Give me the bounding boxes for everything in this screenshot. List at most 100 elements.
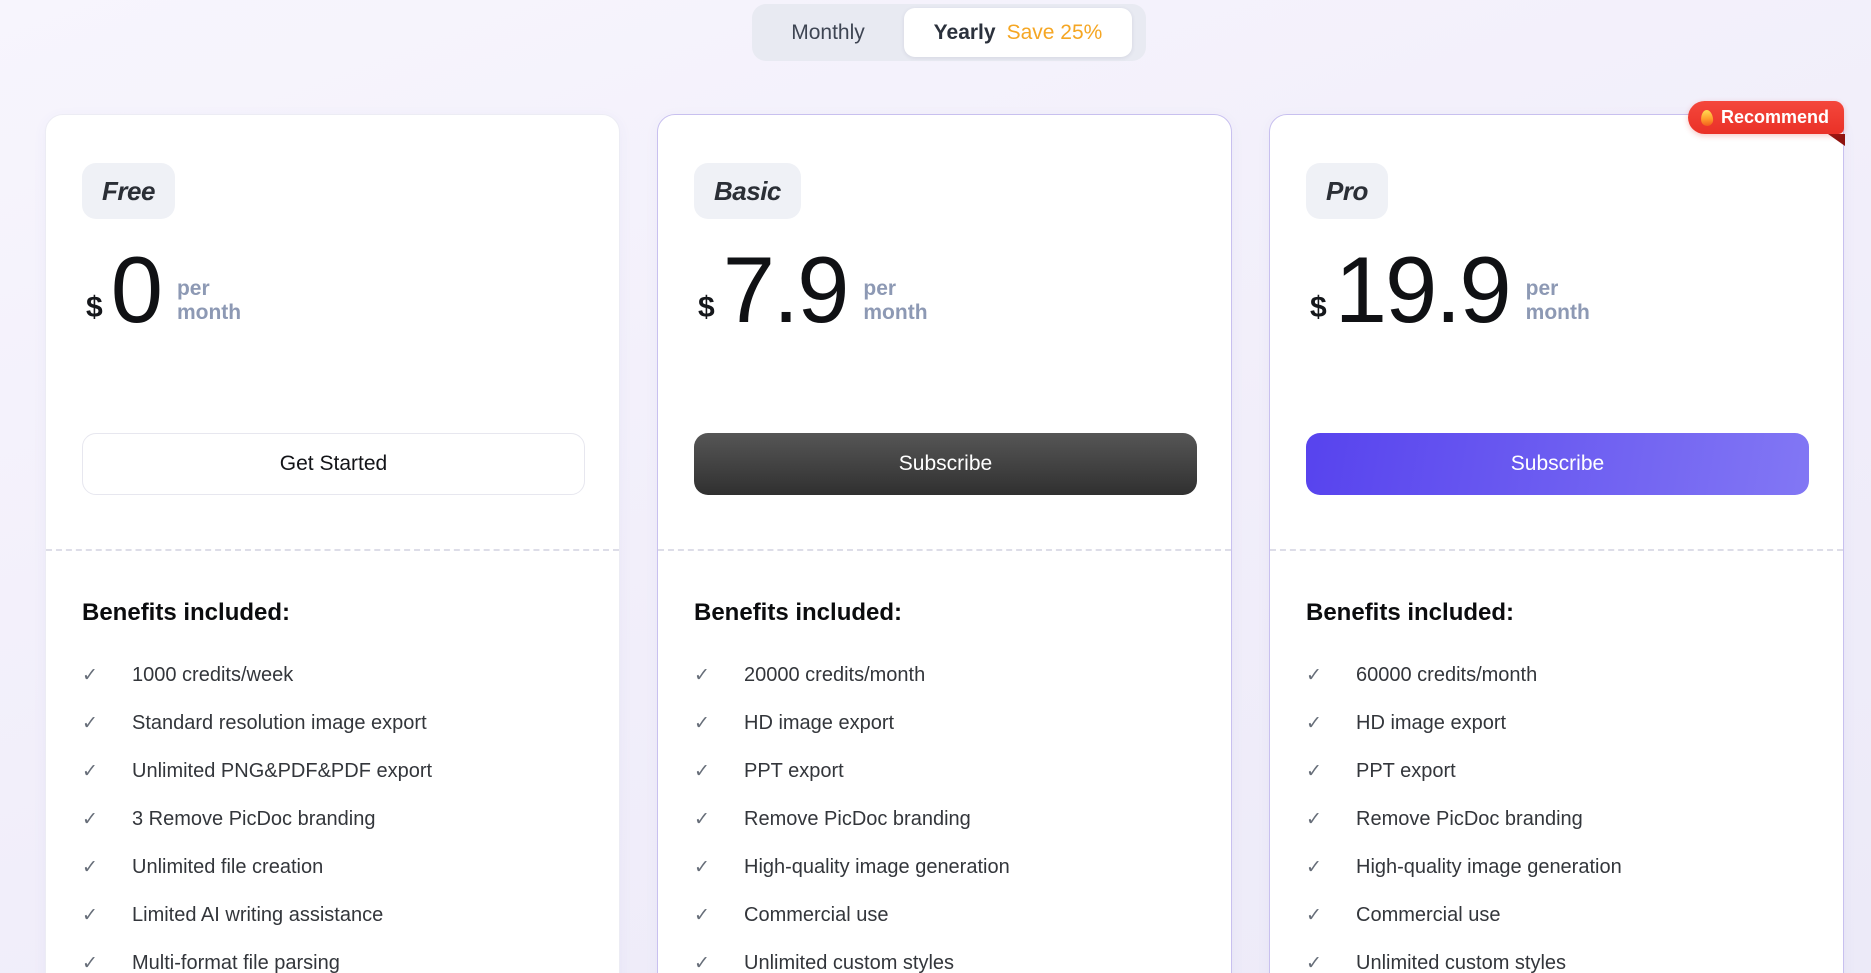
check-icon: ✓ xyxy=(694,664,710,686)
check-icon: ✓ xyxy=(694,856,710,878)
recommend-badge: Recommend xyxy=(1688,101,1845,134)
card-divider xyxy=(1270,549,1843,551)
plan-name-badge: Basic xyxy=(694,163,801,219)
check-icon: ✓ xyxy=(82,856,98,878)
benefit-item: ✓ 3 Remove PicDoc branding xyxy=(82,795,589,843)
benefit-item: ✓ HD image export xyxy=(694,699,1201,747)
yearly-label: Yearly xyxy=(933,20,996,44)
billing-toggle-monthly[interactable]: Monthly xyxy=(752,21,904,45)
check-icon: ✓ xyxy=(1306,712,1322,734)
benefit-item: ✓ Unlimited custom styles xyxy=(1306,939,1813,973)
price-amount: 7.9 xyxy=(722,237,850,342)
plan-card-basic: Basic $ 7.9 per month Subscribe Benefits… xyxy=(657,114,1232,973)
check-icon: ✓ xyxy=(694,712,710,734)
plan-card-free: Free $ 0 per month Get Started Benefits … xyxy=(45,114,620,973)
check-icon: ✓ xyxy=(82,664,98,686)
benefit-item: ✓ Remove PicDoc branding xyxy=(694,795,1201,843)
benefit-item: ✓ 20000 credits/month xyxy=(694,651,1201,699)
per-line2: month xyxy=(863,300,928,324)
billing-period-label: per month xyxy=(863,277,927,325)
billing-toggle-yearly[interactable]: Yearly Save 25% xyxy=(904,8,1132,57)
currency-symbol: $ xyxy=(698,291,715,324)
currency-symbol: $ xyxy=(86,291,103,324)
check-icon: ✓ xyxy=(82,760,98,782)
check-icon: ✓ xyxy=(1306,808,1322,830)
benefit-text: Limited AI writing assistance xyxy=(132,903,384,926)
benefit-text: Commercial use xyxy=(1356,903,1501,926)
check-icon: ✓ xyxy=(1306,664,1322,686)
benefits-list-basic: ✓ 20000 credits/month ✓ HD image export ✓ PPT… xyxy=(694,651,1201,973)
billing-toggle: Monthly Yearly Save 25% xyxy=(752,4,1146,61)
subscribe-pro-button[interactable]: Subscribe xyxy=(1306,433,1809,495)
benefit-item: ✓ Limited AI writing assistance xyxy=(82,891,589,939)
check-icon: ✓ xyxy=(694,952,710,973)
benefit-text: Unlimited file creation xyxy=(132,855,324,878)
benefit-item: ✓ Unlimited custom styles xyxy=(694,939,1201,973)
benefit-text: 3 Remove PicDoc branding xyxy=(132,807,376,830)
benefit-item: ✓ High-quality image generation xyxy=(1306,843,1813,891)
plan-name-badge: Pro xyxy=(1306,163,1388,219)
benefit-text: HD image export xyxy=(1356,711,1507,734)
check-icon: ✓ xyxy=(82,712,98,734)
recommend-label: Recommend xyxy=(1721,107,1830,127)
check-icon: ✓ xyxy=(694,904,710,926)
per-line1: per xyxy=(1525,276,1559,300)
benefit-text: High-quality image generation xyxy=(744,855,1010,878)
check-icon: ✓ xyxy=(1306,952,1322,973)
flame-icon xyxy=(1700,109,1714,126)
benefit-text: Unlimited PNG&PDF&PDF export xyxy=(132,759,433,782)
benefit-item: ✓ Commercial use xyxy=(694,891,1201,939)
benefit-text: PPT export xyxy=(744,759,844,782)
benefit-item: ✓ Unlimited file creation xyxy=(82,843,589,891)
price-free: $ 0 per month xyxy=(86,243,241,337)
benefit-text: High-quality image generation xyxy=(1356,855,1622,878)
check-icon: ✓ xyxy=(694,760,710,782)
benefits-heading: Benefits included: xyxy=(694,599,903,626)
benefit-item: ✓ Standard resolution image export xyxy=(82,699,589,747)
plan-name-badge: Free xyxy=(82,163,175,219)
plan-card-pro: Pro $ 19.9 per month Subscribe Benefits … xyxy=(1269,114,1844,973)
recommend-ribbon-fold xyxy=(1828,134,1845,146)
benefit-item: ✓ Commercial use xyxy=(1306,891,1813,939)
benefit-text: HD image export xyxy=(744,711,895,734)
save-discount-label: Save 25% xyxy=(1006,20,1103,44)
per-line1: per xyxy=(863,276,897,300)
benefits-heading: Benefits included: xyxy=(1306,599,1515,626)
benefit-item: ✓ HD image export xyxy=(1306,699,1813,747)
check-icon: ✓ xyxy=(1306,856,1322,878)
benefit-text: Multi-format file parsing xyxy=(132,951,340,973)
benefit-item: ✓ High-quality image generation xyxy=(694,843,1201,891)
price-amount: 0 xyxy=(110,237,163,342)
benefit-text: 20000 credits/month xyxy=(744,663,926,686)
benefit-text: Unlimited custom styles xyxy=(744,951,955,973)
per-line1: per xyxy=(176,276,210,300)
check-icon: ✓ xyxy=(82,808,98,830)
billing-period-label: per month xyxy=(1526,277,1590,325)
benefits-list-pro: ✓ 60000 credits/month ✓ HD image export ✓ PPT… xyxy=(1306,651,1813,973)
benefit-text: 1000 credits/week xyxy=(132,663,294,686)
price-amount: 19.9 xyxy=(1334,237,1512,342)
benefit-item: ✓ 60000 credits/month xyxy=(1306,651,1813,699)
benefit-item: ✓ Unlimited PNG&PDF&PDF export xyxy=(82,747,589,795)
benefit-text: Standard resolution image export xyxy=(132,711,427,734)
price-basic: $ 7.9 per month xyxy=(698,243,928,337)
check-icon: ✓ xyxy=(82,904,98,926)
get-started-button[interactable]: Get Started xyxy=(82,433,585,495)
check-icon: ✓ xyxy=(694,808,710,830)
check-icon: ✓ xyxy=(1306,760,1322,782)
benefits-heading: Benefits included: xyxy=(82,599,291,626)
check-icon: ✓ xyxy=(1306,904,1322,926)
currency-symbol: $ xyxy=(1310,291,1327,324)
check-icon: ✓ xyxy=(82,952,98,973)
benefits-list-free: ✓ 1000 credits/week ✓ Standard resolution i… xyxy=(82,651,589,973)
benefit-text: 60000 credits/month xyxy=(1356,663,1538,686)
subscribe-basic-button[interactable]: Subscribe xyxy=(694,433,1197,495)
benefit-item: ✓ Multi-format file parsing xyxy=(82,939,589,973)
card-divider xyxy=(46,549,619,551)
benefit-text: Remove PicDoc branding xyxy=(744,807,971,830)
billing-period-label: per month xyxy=(177,277,241,325)
benefit-item: ✓ PPT export xyxy=(694,747,1201,795)
benefit-item: ✓ Remove PicDoc branding xyxy=(1306,795,1813,843)
benefit-text: Commercial use xyxy=(744,903,889,926)
